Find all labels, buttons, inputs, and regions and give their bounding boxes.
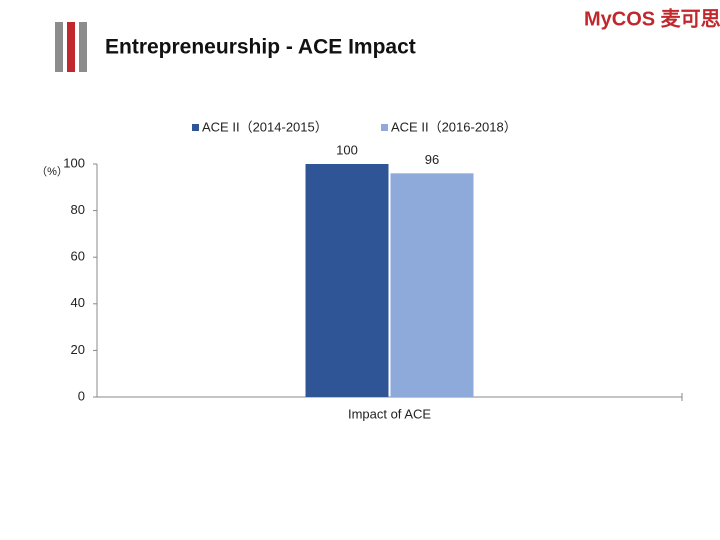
data-label: 96 xyxy=(425,152,439,167)
legend-label: ACE II（2014-2015） xyxy=(202,119,328,134)
legend-swatch xyxy=(192,124,199,131)
bar xyxy=(390,173,474,397)
y-tick-label: 0 xyxy=(78,388,85,403)
chart-title: Entrepreneurship - ACE Impact xyxy=(105,36,416,59)
decor-bar xyxy=(79,22,87,72)
data-label: 100 xyxy=(336,142,358,157)
y-tick-label: 20 xyxy=(71,342,85,357)
x-tick-label: Impact of ACE xyxy=(348,406,431,421)
decor-bar xyxy=(67,22,75,72)
decor-bar xyxy=(55,22,63,72)
y-axis-label: （%） xyxy=(36,165,68,178)
legend-swatch xyxy=(381,124,388,131)
logo: MyCOS 麦可思 xyxy=(584,6,720,30)
bar xyxy=(305,164,389,397)
y-tick-label: 40 xyxy=(71,295,85,310)
y-tick-label: 80 xyxy=(71,202,85,217)
y-tick-label: 60 xyxy=(71,249,85,264)
legend-label: ACE II（2016-2018） xyxy=(391,119,517,134)
y-tick-label: 100 xyxy=(63,155,85,170)
